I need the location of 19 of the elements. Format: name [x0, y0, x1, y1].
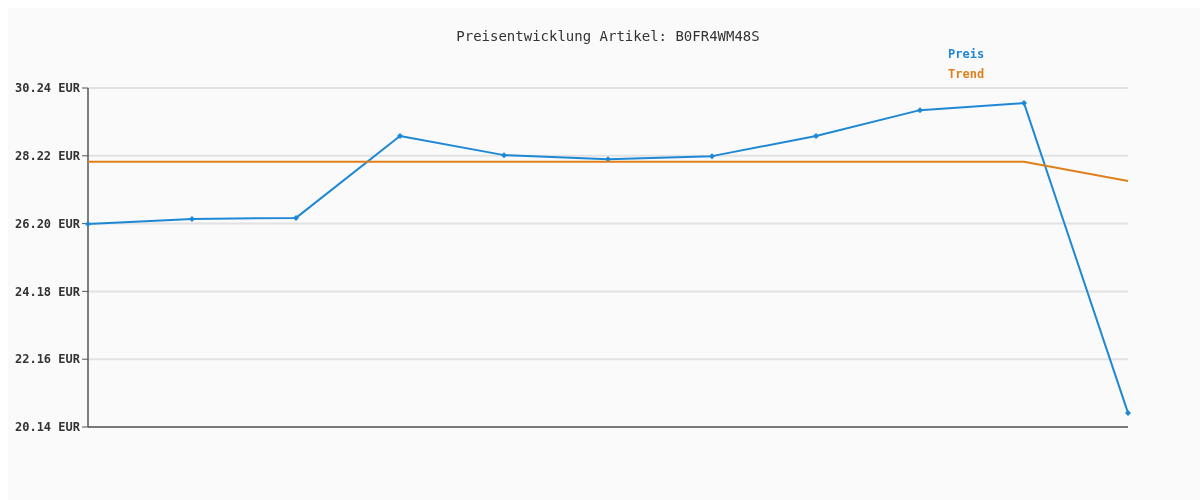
y-tick-label: 22.16 EUR: [14, 352, 81, 367]
chart-title: Preisentwicklung Artikel: B0FR4WM48S: [456, 28, 760, 44]
point: [501, 152, 507, 159]
point: [1021, 100, 1027, 107]
point: [189, 215, 195, 222]
y-tick-label: 24.18 EUR: [14, 284, 81, 299]
y-tick-label: 30.24 EUR: [14, 81, 81, 96]
point: [813, 133, 819, 139]
point: [397, 133, 403, 139]
point: [1125, 409, 1131, 416]
text: Preis: [948, 47, 985, 61]
point: [293, 214, 299, 221]
y-tick-label: 26.20 EUR: [14, 216, 81, 231]
point: [917, 107, 923, 114]
point: [709, 153, 715, 160]
point: [85, 220, 91, 227]
y-tick-label: 28.22 EUR: [14, 149, 81, 163]
text: Trend: [948, 67, 985, 81]
y-tick-label: 20.14 EUR: [14, 420, 81, 435]
